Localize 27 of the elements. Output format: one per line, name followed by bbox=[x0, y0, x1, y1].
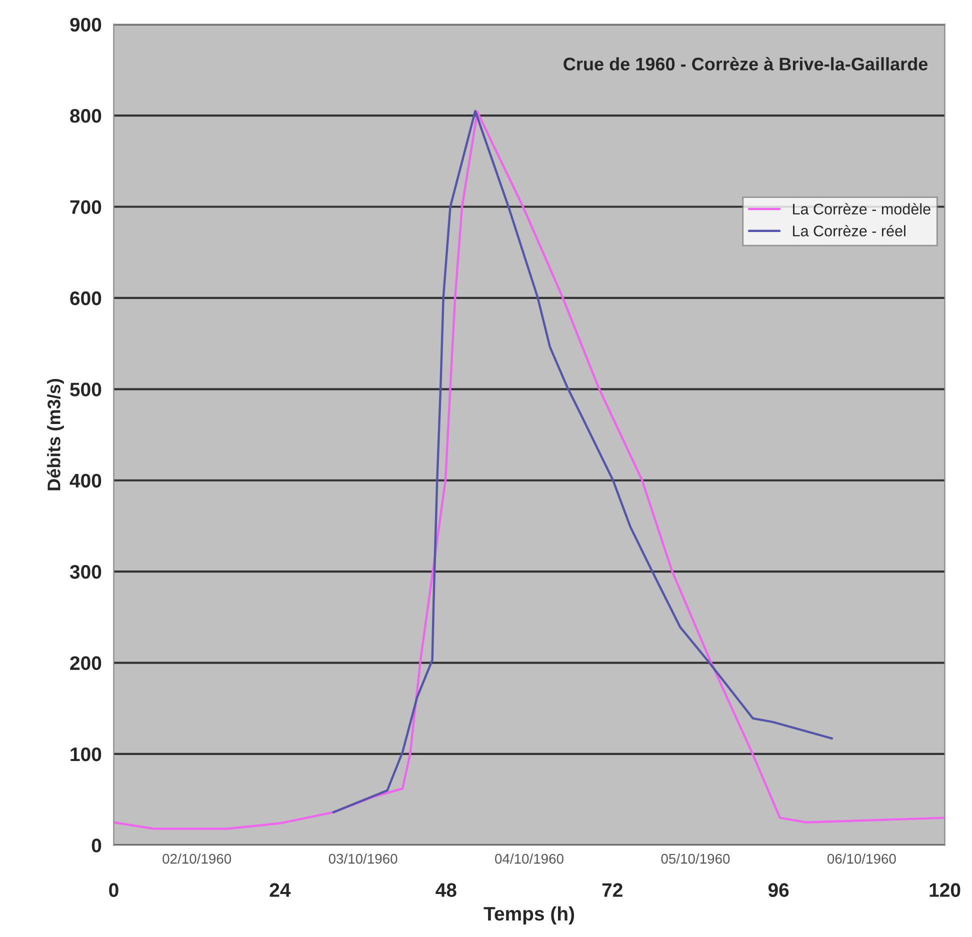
text: 02/10/1960 bbox=[162, 854, 232, 864]
y-axis-title: Débits (m3/s) bbox=[46, 378, 64, 490]
legend-label: La Corrèze - réel bbox=[793, 224, 906, 236]
text: Crue de 1960 - Corrèze à Brive-la-Gaillarde bbox=[564, 57, 928, 70]
y-tick-label: 700 bbox=[70, 200, 102, 214]
text: 05/10/1960 bbox=[661, 854, 730, 864]
y-tick-label: 300 bbox=[70, 565, 102, 579]
y-tick-label: 800 bbox=[70, 109, 102, 123]
text: 04/10/1960 bbox=[495, 854, 564, 864]
y-tick-label: 0 bbox=[92, 838, 102, 852]
x-tick-label: 48 bbox=[436, 883, 456, 897]
y-tick-label: 100 bbox=[70, 747, 102, 762]
x-axis-title: Temps (h) bbox=[484, 906, 574, 924]
text: 06/10/1960 bbox=[827, 854, 896, 864]
y-tick-label: 600 bbox=[70, 291, 102, 306]
y-tick-label: 900 bbox=[70, 18, 102, 32]
x-tick-label: 96 bbox=[768, 883, 789, 897]
text: 03/10/1960 bbox=[328, 854, 398, 864]
y-tick-label: 400 bbox=[70, 474, 102, 488]
line-series bbox=[114, 110, 945, 830]
y-tick-label: 200 bbox=[70, 656, 102, 670]
x-tick-label: 0 bbox=[109, 883, 118, 897]
x-tick-label: 72 bbox=[602, 883, 622, 897]
legend-label: La Corrèze - modèle bbox=[793, 203, 930, 215]
y-tick-label: 500 bbox=[70, 382, 102, 396]
x-tick-label: 24 bbox=[270, 883, 291, 897]
x-tick-label: 120 bbox=[930, 883, 960, 897]
